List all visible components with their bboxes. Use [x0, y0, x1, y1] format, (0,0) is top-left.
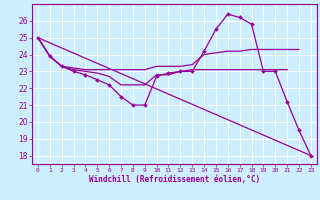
X-axis label: Windchill (Refroidissement éolien,°C): Windchill (Refroidissement éolien,°C) — [89, 175, 260, 184]
